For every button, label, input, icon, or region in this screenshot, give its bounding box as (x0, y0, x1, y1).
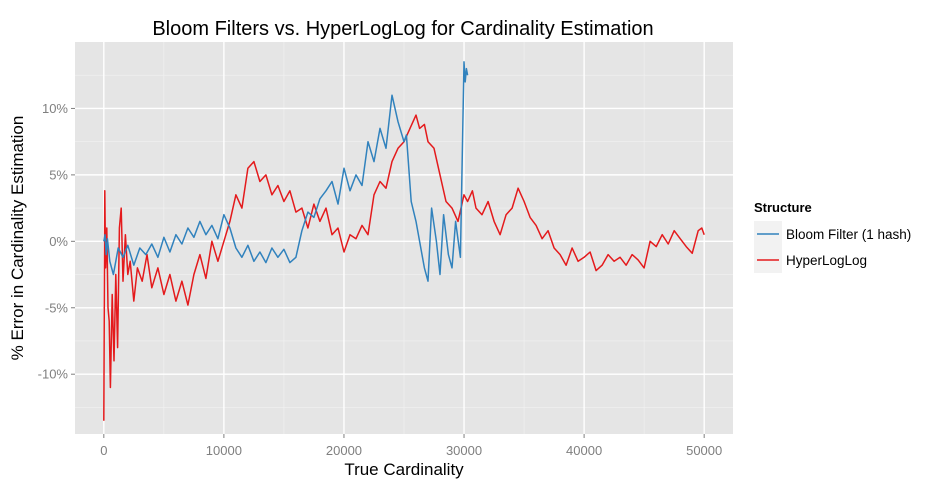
x-axis-label: True Cardinality (344, 460, 464, 479)
legend-title: Structure (754, 200, 812, 215)
x-axis-ticks: 0 10000 20000 30000 40000 50000 (100, 434, 722, 458)
series-line-hyperloglog (103, 114, 705, 421)
y-tick-label: 5% (49, 167, 68, 182)
y-tick-label: -10% (38, 367, 69, 382)
series-layer (103, 61, 705, 421)
x-tick-label: 0 (100, 443, 107, 458)
legend-entry-hll: HyperLogLog (754, 247, 867, 273)
y-tick-label: 10% (42, 101, 68, 116)
x-tick-label: 10000 (206, 443, 242, 458)
series-line-bloom-filter (103, 61, 469, 282)
major-gridlines (75, 42, 733, 434)
y-tick-label: 0% (49, 234, 68, 249)
y-axis-ticks: -10% -5% 0% 5% 10% (38, 101, 75, 382)
legend-label-hll: HyperLogLog (786, 253, 867, 268)
y-axis-label: % Error in Cardinality Estimation (8, 116, 27, 361)
y-tick-label: -5% (45, 300, 69, 315)
x-tick-label: 20000 (326, 443, 362, 458)
x-tick-label: 50000 (686, 443, 722, 458)
x-tick-label: 40000 (566, 443, 602, 458)
legend-label-bloom: Bloom Filter (1 hash) (786, 227, 911, 242)
legend-entry-bloom: Bloom Filter (1 hash) (754, 221, 911, 247)
legend: Structure Bloom Filter (1 hash) HyperLog… (754, 200, 911, 273)
chart-title: Bloom Filters vs. HyperLogLog for Cardin… (152, 18, 653, 40)
x-tick-label: 30000 (446, 443, 482, 458)
